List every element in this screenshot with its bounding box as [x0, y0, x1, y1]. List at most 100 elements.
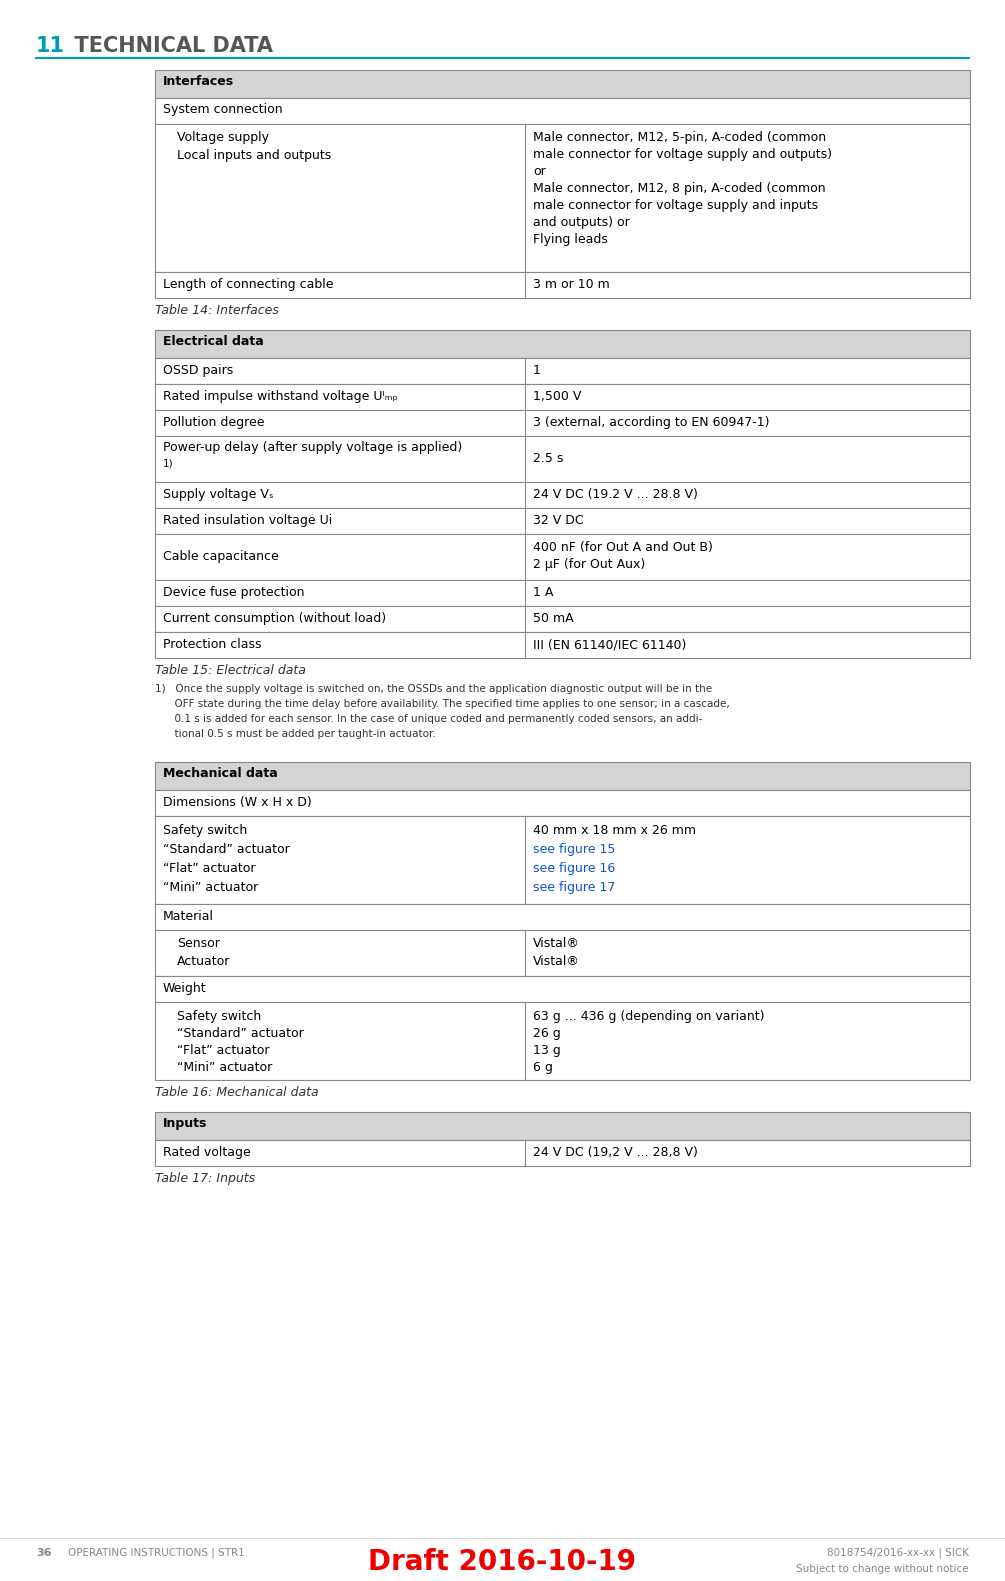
- Text: 2.5 s: 2.5 s: [533, 452, 564, 465]
- Text: 40 mm x 18 mm x 26 mm: 40 mm x 18 mm x 26 mm: [533, 824, 696, 836]
- Text: Rated voltage: Rated voltage: [163, 1146, 251, 1159]
- Text: “Flat” actuator: “Flat” actuator: [177, 1043, 269, 1058]
- Text: see figure 16: see figure 16: [533, 862, 615, 874]
- Bar: [155, 508, 970, 534]
- Bar: [155, 534, 970, 580]
- Bar: [155, 632, 970, 658]
- Text: Cable capacitance: Cable capacitance: [163, 550, 278, 563]
- Text: Inputs: Inputs: [163, 1118, 207, 1130]
- Text: OFF state during the time delay before availability. The specified time applies : OFF state during the time delay before a…: [155, 699, 730, 708]
- Text: System connection: System connection: [163, 103, 282, 115]
- Text: 26 g: 26 g: [533, 1028, 561, 1040]
- Text: Male connector, M12, 5-pin, A-coded (common: Male connector, M12, 5-pin, A-coded (com…: [533, 131, 826, 144]
- Text: Subject to change without notice: Subject to change without notice: [796, 1564, 969, 1575]
- Text: 8018754/2016-xx-xx | SICK: 8018754/2016-xx-xx | SICK: [827, 1548, 969, 1559]
- Bar: [155, 409, 970, 436]
- Text: Length of connecting cable: Length of connecting cable: [163, 278, 334, 291]
- Bar: [155, 123, 970, 272]
- Text: Electrical data: Electrical data: [163, 335, 263, 348]
- Text: see figure 15: see figure 15: [533, 843, 615, 855]
- Text: Weight: Weight: [163, 982, 207, 994]
- Text: 32 V DC: 32 V DC: [533, 514, 584, 526]
- Text: tional 0.5 s must be added per taught-in actuator.: tional 0.5 s must be added per taught-in…: [155, 729, 436, 738]
- Bar: [155, 384, 970, 409]
- Bar: [155, 762, 970, 790]
- Text: 3 (external, according to EN 60947-1): 3 (external, according to EN 60947-1): [533, 416, 770, 428]
- Text: “Mini” actuator: “Mini” actuator: [177, 1061, 272, 1073]
- Bar: [155, 930, 970, 975]
- Text: 50 mA: 50 mA: [533, 612, 574, 624]
- Text: Sensor: Sensor: [177, 938, 220, 950]
- Text: “Mini” actuator: “Mini” actuator: [163, 881, 258, 893]
- Text: Table 16: Mechanical data: Table 16: Mechanical data: [155, 1086, 319, 1099]
- Bar: [155, 482, 970, 508]
- Text: “Standard” actuator: “Standard” actuator: [177, 1028, 304, 1040]
- Text: 6 g: 6 g: [533, 1061, 553, 1073]
- Bar: [155, 904, 970, 930]
- Text: 13 g: 13 g: [533, 1043, 561, 1058]
- Text: 1): 1): [163, 458, 174, 468]
- Text: 1)   Once the supply voltage is switched on, the OSSDs and the application diagn: 1) Once the supply voltage is switched o…: [155, 685, 713, 694]
- Text: 24 V DC (19.2 V ... 28.8 V): 24 V DC (19.2 V ... 28.8 V): [533, 489, 697, 501]
- Text: TECHNICAL DATA: TECHNICAL DATA: [60, 36, 273, 55]
- Text: Interfaces: Interfaces: [163, 74, 234, 89]
- Text: OSSD pairs: OSSD pairs: [163, 364, 233, 376]
- Text: or: or: [533, 164, 546, 179]
- Bar: [155, 816, 970, 904]
- Text: Draft 2016-10-19: Draft 2016-10-19: [368, 1548, 636, 1576]
- Text: 1,500 V: 1,500 V: [533, 391, 581, 403]
- Text: Rated insulation voltage Ui: Rated insulation voltage Ui: [163, 514, 333, 526]
- Text: Table 15: Electrical data: Table 15: Electrical data: [155, 664, 306, 677]
- Text: 24 V DC (19,2 V ... 28,8 V): 24 V DC (19,2 V ... 28,8 V): [533, 1146, 697, 1159]
- Text: 11: 11: [36, 36, 65, 55]
- Text: Safety switch: Safety switch: [177, 1010, 261, 1023]
- Text: Table 17: Inputs: Table 17: Inputs: [155, 1172, 255, 1186]
- Text: Supply voltage Vₛ: Supply voltage Vₛ: [163, 489, 273, 501]
- Bar: [155, 98, 970, 123]
- Text: OPERATING INSTRUCTIONS | STR1: OPERATING INSTRUCTIONS | STR1: [68, 1548, 245, 1559]
- Text: Male connector, M12, 8 pin, A-coded (common: Male connector, M12, 8 pin, A-coded (com…: [533, 182, 826, 194]
- Text: Pollution degree: Pollution degree: [163, 416, 264, 428]
- Text: Vistal®: Vistal®: [533, 938, 580, 950]
- Text: see figure 17: see figure 17: [533, 881, 615, 893]
- Text: 1: 1: [533, 364, 541, 376]
- Text: Dimensions (W x H x D): Dimensions (W x H x D): [163, 795, 312, 809]
- Text: Mechanical data: Mechanical data: [163, 767, 277, 779]
- Bar: [155, 272, 970, 297]
- Text: 2 μF (for Out Aux): 2 μF (for Out Aux): [533, 558, 645, 571]
- Bar: [155, 330, 970, 357]
- Bar: [155, 357, 970, 384]
- Text: Device fuse protection: Device fuse protection: [163, 587, 305, 599]
- Bar: [155, 70, 970, 98]
- Text: III (EN 61140/IEC 61140): III (EN 61140/IEC 61140): [533, 639, 686, 651]
- Text: Rated impulse withstand voltage Uᴵₘₚ: Rated impulse withstand voltage Uᴵₘₚ: [163, 391, 398, 403]
- Bar: [155, 606, 970, 632]
- Text: male connector for voltage supply and inputs: male connector for voltage supply and in…: [533, 199, 818, 212]
- Text: Vistal®: Vistal®: [533, 955, 580, 968]
- Text: Flying leads: Flying leads: [533, 232, 608, 247]
- Text: “Flat” actuator: “Flat” actuator: [163, 862, 255, 874]
- Bar: [155, 1111, 970, 1140]
- Bar: [155, 790, 970, 816]
- Text: “Standard” actuator: “Standard” actuator: [163, 843, 289, 855]
- Text: Protection class: Protection class: [163, 639, 261, 651]
- Text: 400 nF (for Out A and Out B): 400 nF (for Out A and Out B): [533, 541, 713, 553]
- Text: 36: 36: [36, 1548, 51, 1557]
- Text: 63 g ... 436 g (depending on variant): 63 g ... 436 g (depending on variant): [533, 1010, 765, 1023]
- Text: 1 A: 1 A: [533, 587, 554, 599]
- Text: Voltage supply: Voltage supply: [177, 131, 269, 144]
- Bar: [155, 580, 970, 606]
- Bar: [155, 1002, 970, 1080]
- Text: 3 m or 10 m: 3 m or 10 m: [533, 278, 610, 291]
- Text: male connector for voltage supply and outputs): male connector for voltage supply and ou…: [533, 149, 832, 161]
- Text: Power-up delay (after supply voltage is applied): Power-up delay (after supply voltage is …: [163, 441, 462, 454]
- Text: and outputs) or: and outputs) or: [533, 217, 630, 229]
- Bar: [155, 436, 970, 482]
- Text: 0.1 s is added for each sensor. In the case of unique coded and permanently code: 0.1 s is added for each sensor. In the c…: [155, 715, 702, 724]
- Bar: [155, 975, 970, 1002]
- Bar: [155, 1140, 970, 1167]
- Text: Actuator: Actuator: [177, 955, 230, 968]
- Text: Current consumption (without load): Current consumption (without load): [163, 612, 386, 624]
- Text: Safety switch: Safety switch: [163, 824, 247, 836]
- Text: Local inputs and outputs: Local inputs and outputs: [177, 149, 332, 161]
